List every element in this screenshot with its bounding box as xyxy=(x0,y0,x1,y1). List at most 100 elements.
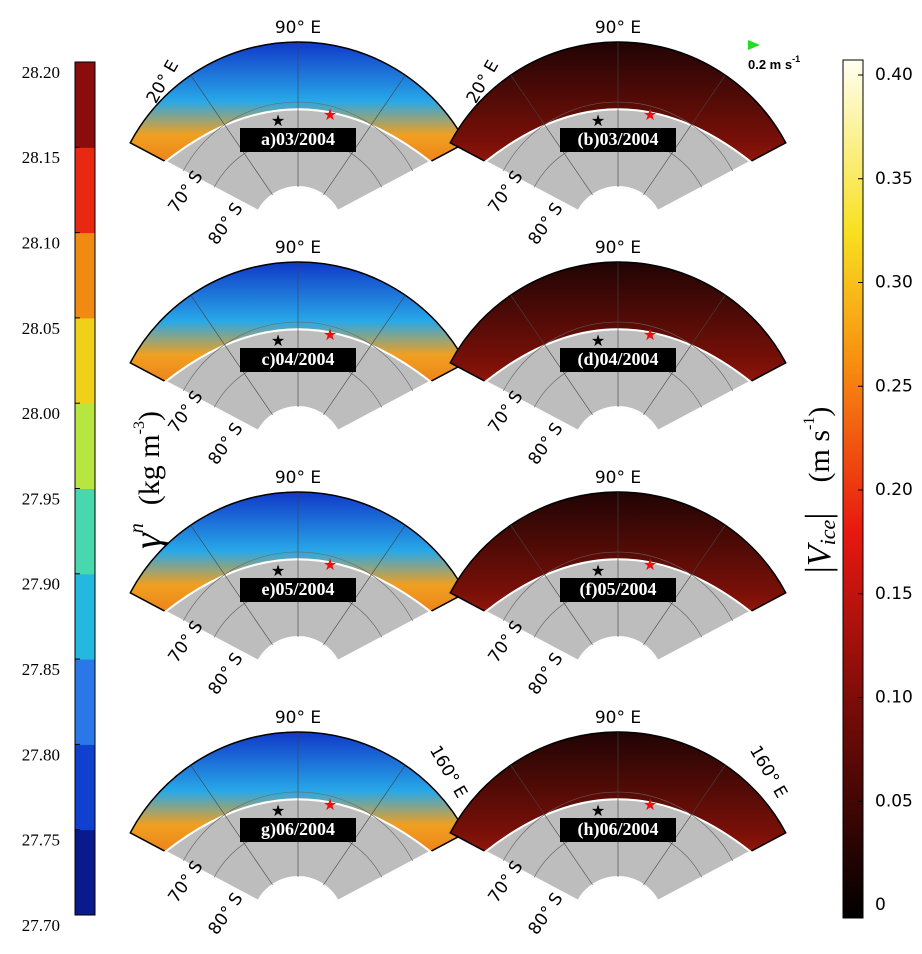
right-label: |Vice|(m s-1) xyxy=(798,407,840,574)
tick-label: 0.35 xyxy=(875,169,913,189)
symbol-sup: n xyxy=(126,523,148,533)
lon-label: 90° E xyxy=(275,238,321,258)
tick-label: 0 xyxy=(875,895,886,915)
lat-label: 80° S xyxy=(205,889,248,938)
lon-line xyxy=(323,295,406,416)
colorbar-band xyxy=(75,659,95,745)
lon-label: 90° E xyxy=(275,468,321,488)
panel-label-bg xyxy=(240,578,356,602)
lon-label: 90° E xyxy=(595,708,641,728)
lon-line xyxy=(323,75,406,196)
tick-label: 28.05 xyxy=(22,319,60,338)
panel-label: e)05/2004 xyxy=(262,579,335,600)
panel-label: c)04/2004 xyxy=(262,349,335,370)
lat-label: 70° S xyxy=(485,857,528,906)
colorbar-band xyxy=(75,232,95,319)
left-label-text: γn (kg m-3) xyxy=(125,411,170,549)
left-label: γn (kg m-3) xyxy=(125,411,170,549)
lon-label: 90° E xyxy=(595,18,641,38)
tick-label: 0.05 xyxy=(875,791,913,811)
right-colorbar xyxy=(842,59,864,919)
lat-label: 80° S xyxy=(525,889,568,938)
lat-label: 70° S xyxy=(485,167,528,216)
tick-label: 28.20 xyxy=(22,63,60,82)
tick-label: 0.15 xyxy=(875,584,913,604)
lat-label: 70° S xyxy=(485,617,528,666)
vector-scale-sup: -1 xyxy=(792,54,800,64)
lon-label: 90° E xyxy=(595,468,641,488)
panel-label-bg xyxy=(240,348,356,372)
panel-label-bg xyxy=(560,578,676,602)
vector-scale-text: 0.2 m s xyxy=(748,57,792,72)
star: ★ xyxy=(271,333,285,350)
panel-label-bg xyxy=(560,348,676,372)
lat-label: 80° S xyxy=(205,419,248,468)
lat-label: 70° S xyxy=(165,387,208,436)
unit-sup: -1 xyxy=(801,417,818,430)
panel-label-bg xyxy=(560,818,676,842)
unit: (kg m xyxy=(133,434,166,505)
lon-line xyxy=(190,295,273,416)
colorbar-band xyxy=(75,147,95,234)
panel-label: (d)04/2004 xyxy=(578,349,659,370)
star: ★ xyxy=(591,113,605,130)
lon-label: 90° E xyxy=(275,708,321,728)
tick-label: 27.95 xyxy=(22,489,60,508)
lat-label: 80° S xyxy=(205,199,248,248)
star: ★ xyxy=(643,107,657,124)
tick-label: 28.15 xyxy=(22,148,60,167)
colorbar-band xyxy=(75,403,95,489)
lon-line xyxy=(510,295,593,416)
lon-line xyxy=(190,525,273,646)
star: ★ xyxy=(591,333,605,350)
tick-label: 27.70 xyxy=(22,916,60,935)
colorbar-band xyxy=(75,62,95,148)
colorbar-band xyxy=(75,488,95,575)
lon-line xyxy=(643,525,726,646)
lat-label: 80° S xyxy=(205,649,248,698)
tick-label: 28.10 xyxy=(22,234,60,253)
lon-line xyxy=(190,75,273,196)
panel-label: (f)05/2004 xyxy=(580,579,657,600)
lat-label: 80° S xyxy=(525,199,568,248)
lat-label: 70° S xyxy=(165,857,208,906)
lon-label: 90° E xyxy=(595,238,641,258)
tick-label: 27.90 xyxy=(22,575,60,594)
star: ★ xyxy=(323,327,337,344)
star: ★ xyxy=(643,797,657,814)
lat-label: 80° S xyxy=(525,649,568,698)
lon-label: 90° E xyxy=(275,18,321,38)
colorbar-band xyxy=(75,573,95,660)
colorbar-band xyxy=(75,317,95,404)
unit-end: ) xyxy=(133,411,166,421)
colorbar-band xyxy=(75,744,95,831)
lon-line xyxy=(643,295,726,416)
tick-label: 0.40 xyxy=(875,65,913,85)
lon-line xyxy=(190,765,273,886)
panel-label: g)06/2004 xyxy=(261,819,335,840)
tick-label: 27.75 xyxy=(22,831,60,850)
panel-label-bg xyxy=(240,128,356,152)
star: ★ xyxy=(271,113,285,130)
symbol: γ xyxy=(125,532,170,549)
star: ★ xyxy=(323,557,337,574)
tick-label: 0.30 xyxy=(875,273,913,293)
star: ★ xyxy=(323,797,337,814)
lat-label: 70° S xyxy=(165,167,208,216)
tick-label: 0.20 xyxy=(875,480,913,500)
star: ★ xyxy=(591,803,605,820)
unit-sup: -3 xyxy=(131,421,148,434)
lat-label: 70° S xyxy=(165,617,208,666)
star: ★ xyxy=(643,327,657,344)
colorbar-band xyxy=(75,829,95,916)
tick-label: 27.85 xyxy=(22,660,60,679)
lon-line xyxy=(323,525,406,646)
panel-label: a)03/2004 xyxy=(261,129,335,150)
